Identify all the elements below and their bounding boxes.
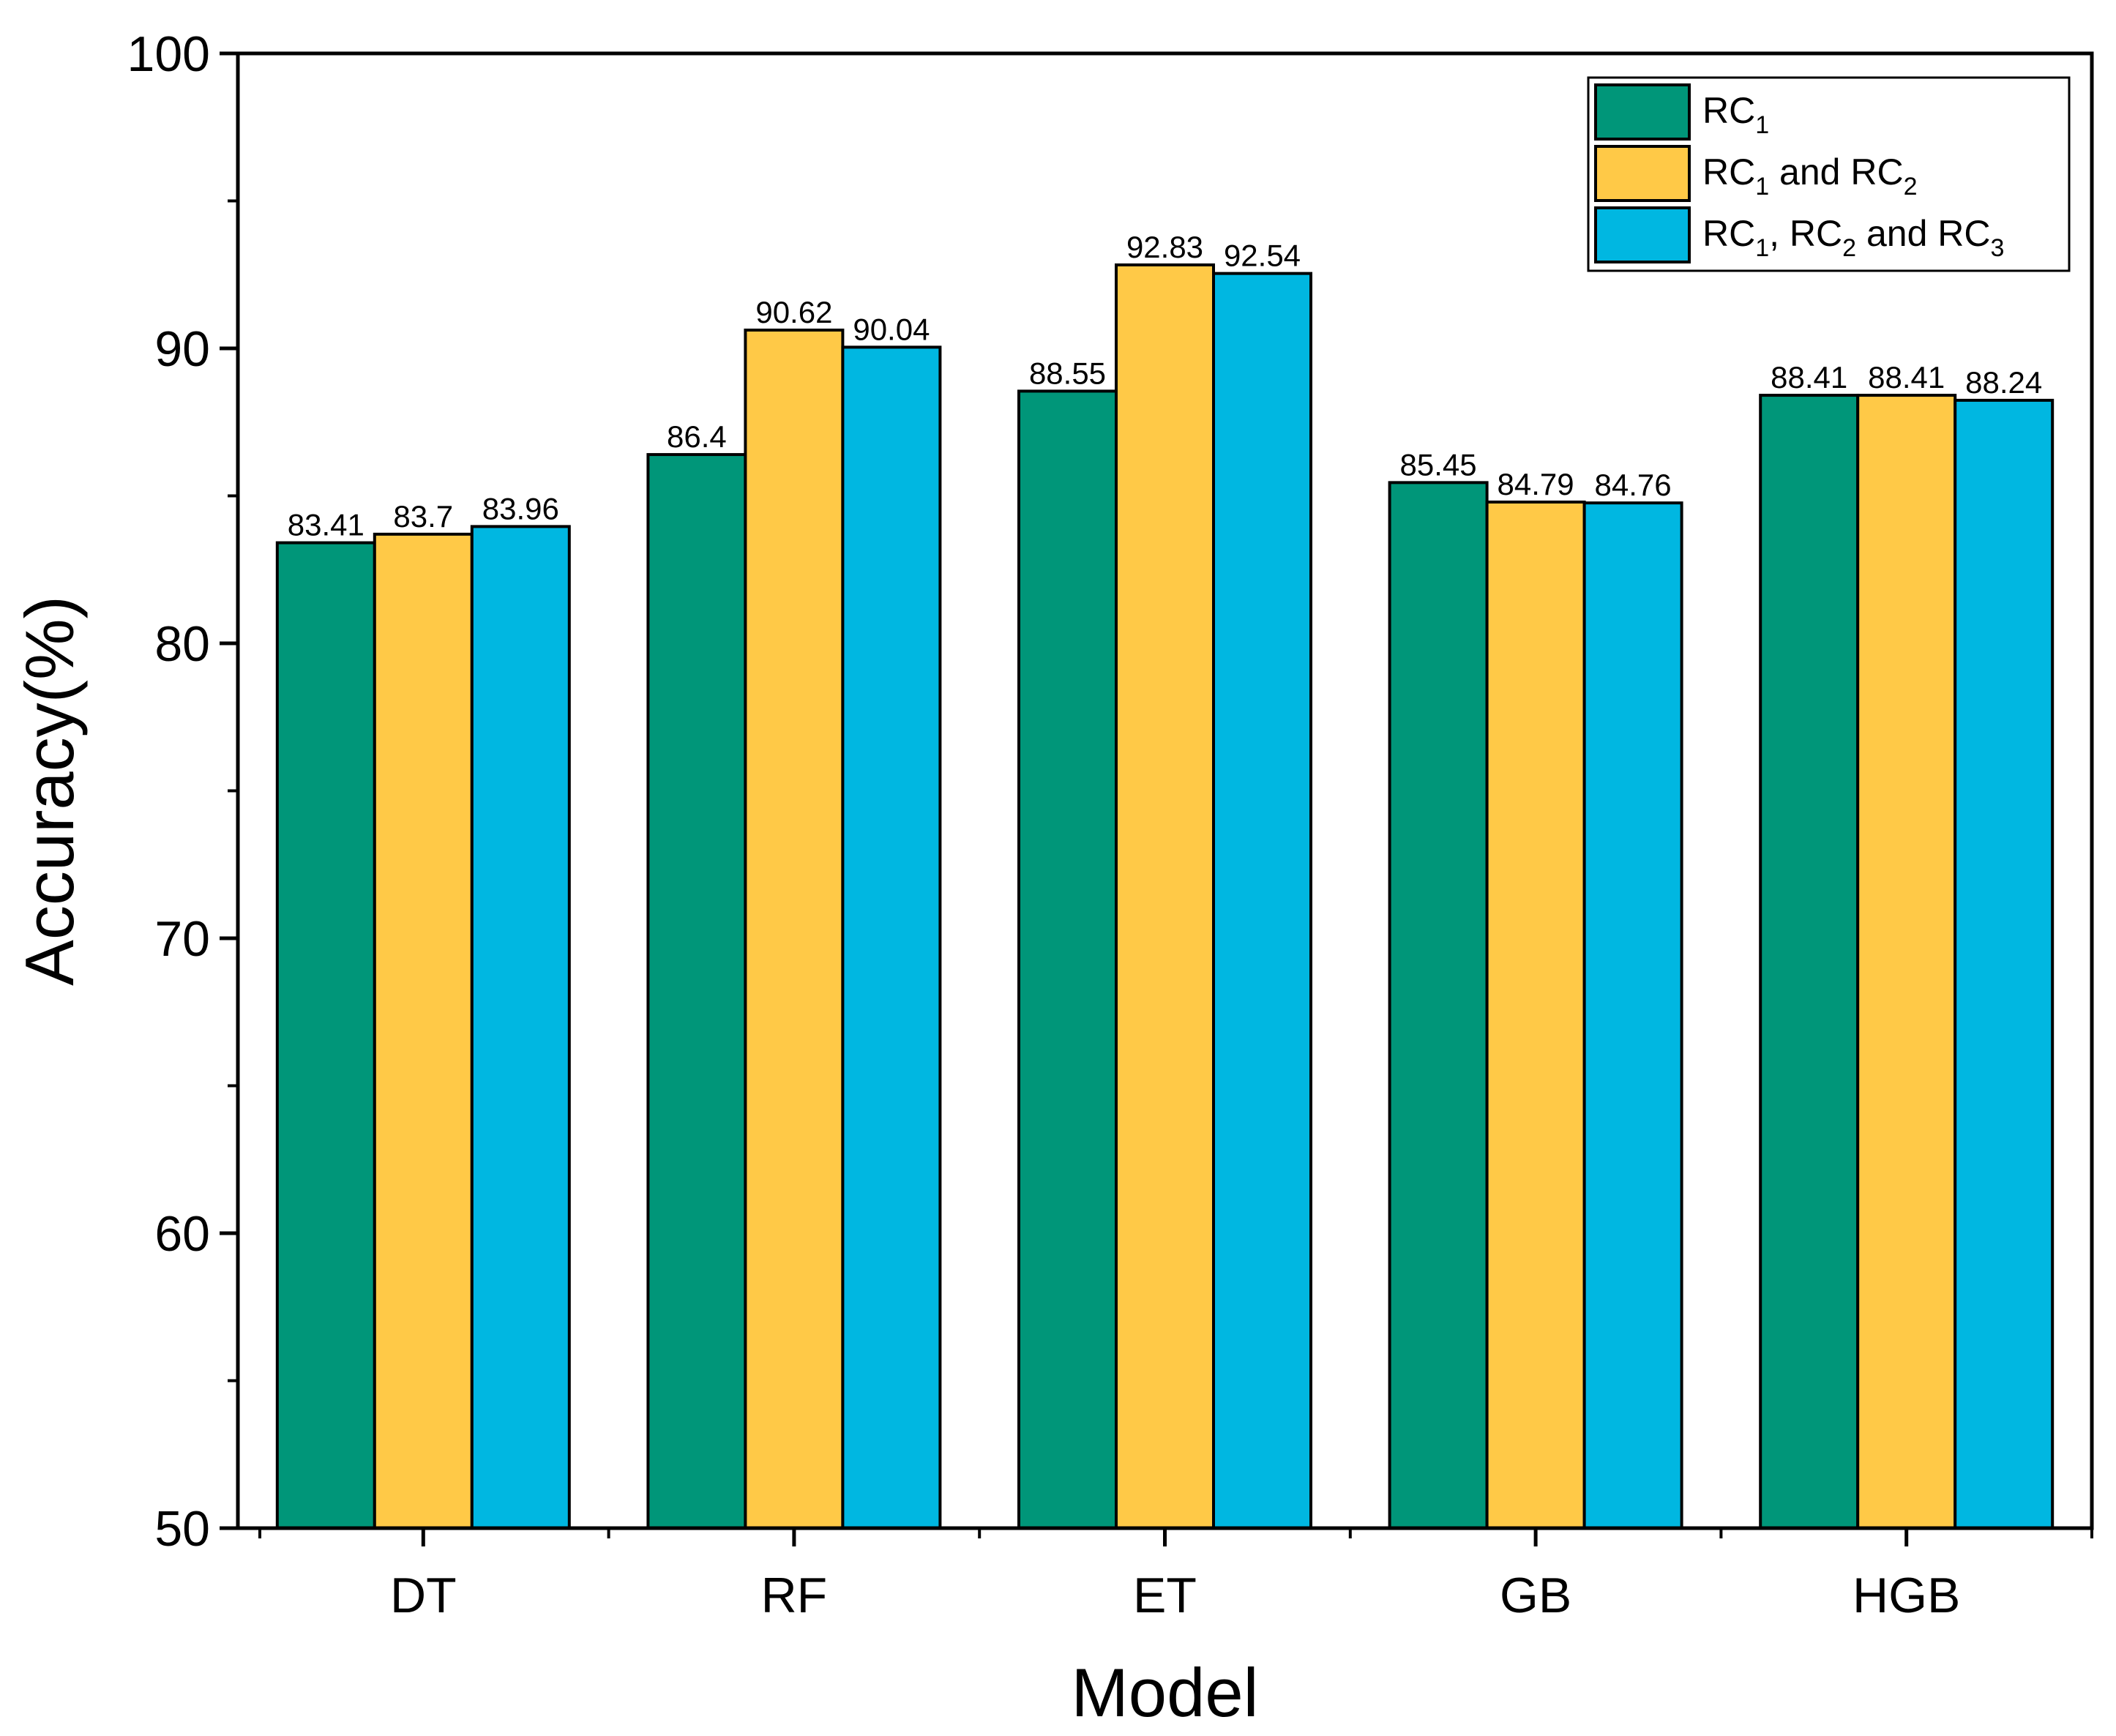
legend-swatch-series-3 [1594,206,1691,263]
data-label-rf-series-1: 86.4 [667,419,727,454]
y-tick-label: 100 [127,26,210,82]
legend-label-series-3: RC1, RC2 and RC3 [1702,213,2004,262]
x-tick-label-rf: RF [761,1568,828,1623]
bar-rf-series-3 [841,345,942,1530]
bar-rf-series-1 [646,453,747,1530]
data-label-hgb-series-1: 88.41 [1771,360,1847,394]
bar-dt-series-3 [470,525,571,1530]
bar-et-series-1 [1017,389,1118,1530]
x-tick-label-hgb: HGB [1853,1568,1960,1623]
legend: RC1 RC1 and RC2 RC1, RC2 and RC3 [1587,76,2071,272]
data-label-dt-series-3: 83.96 [482,491,559,525]
bar-hgb-series-2 [1856,394,1957,1530]
data-label-et-series-1: 88.55 [1029,356,1106,390]
data-label-gb-series-3: 84.76 [1595,468,1672,502]
y-tick-label: 70 [154,911,210,967]
x-tick-label-gb: GB [1500,1568,1571,1623]
axes-layer: 50 60 70 80 90 100 DT RF ET GB HGB [127,26,2093,1623]
bar-hgb-series-1 [1759,394,1860,1530]
legend-swatch-series-1 [1594,83,1691,141]
y-tick-label: 80 [154,616,210,672]
bar-gb-series-3 [1582,501,1683,1530]
bar-et-series-3 [1212,272,1312,1530]
bar-dt-series-2 [373,532,474,1530]
data-label-rf-series-3: 90.04 [853,312,930,346]
bar-hgb-series-3 [1954,398,2055,1530]
data-label-et-series-3: 92.54 [1224,239,1301,273]
data-label-gb-series-2: 84.79 [1498,467,1574,501]
y-tick-label: 50 [154,1501,210,1557]
x-tick-label-et: ET [1133,1568,1197,1623]
y-axis-title: Accuracy(%) [11,596,88,986]
bars-layer [275,263,2055,1530]
bar-dt-series-1 [275,541,376,1530]
data-label-dt-series-1: 83.41 [288,508,364,542]
bar-gb-series-1 [1388,481,1489,1530]
bar-et-series-2 [1115,263,1215,1530]
data-label-et-series-2: 92.83 [1126,230,1203,264]
data-label-hgb-series-2: 88.41 [1868,360,1945,394]
x-axis-title: Model [1071,1654,1258,1731]
bar-rf-series-2 [744,329,845,1530]
legend-swatch-series-2 [1594,145,1691,202]
data-label-hgb-series-3: 88.24 [1965,365,2042,400]
bar-gb-series-2 [1485,500,1586,1530]
data-labels-layer: 83.41 83.7 83.96 86.4 90.62 90.04 88.55 92.83 92… [288,230,2043,542]
data-label-dt-series-2: 83.7 [393,499,453,534]
legend-label-series-1: RC1 [1702,90,1769,139]
y-tick-label: 90 [154,321,210,377]
y-tick-label: 60 [154,1206,210,1262]
legend-label-series-2: RC1 and RC2 [1702,151,1918,201]
data-label-rf-series-2: 90.62 [755,295,832,329]
x-tick-label-dt: DT [390,1568,457,1623]
data-label-gb-series-1: 85.45 [1400,447,1477,482]
